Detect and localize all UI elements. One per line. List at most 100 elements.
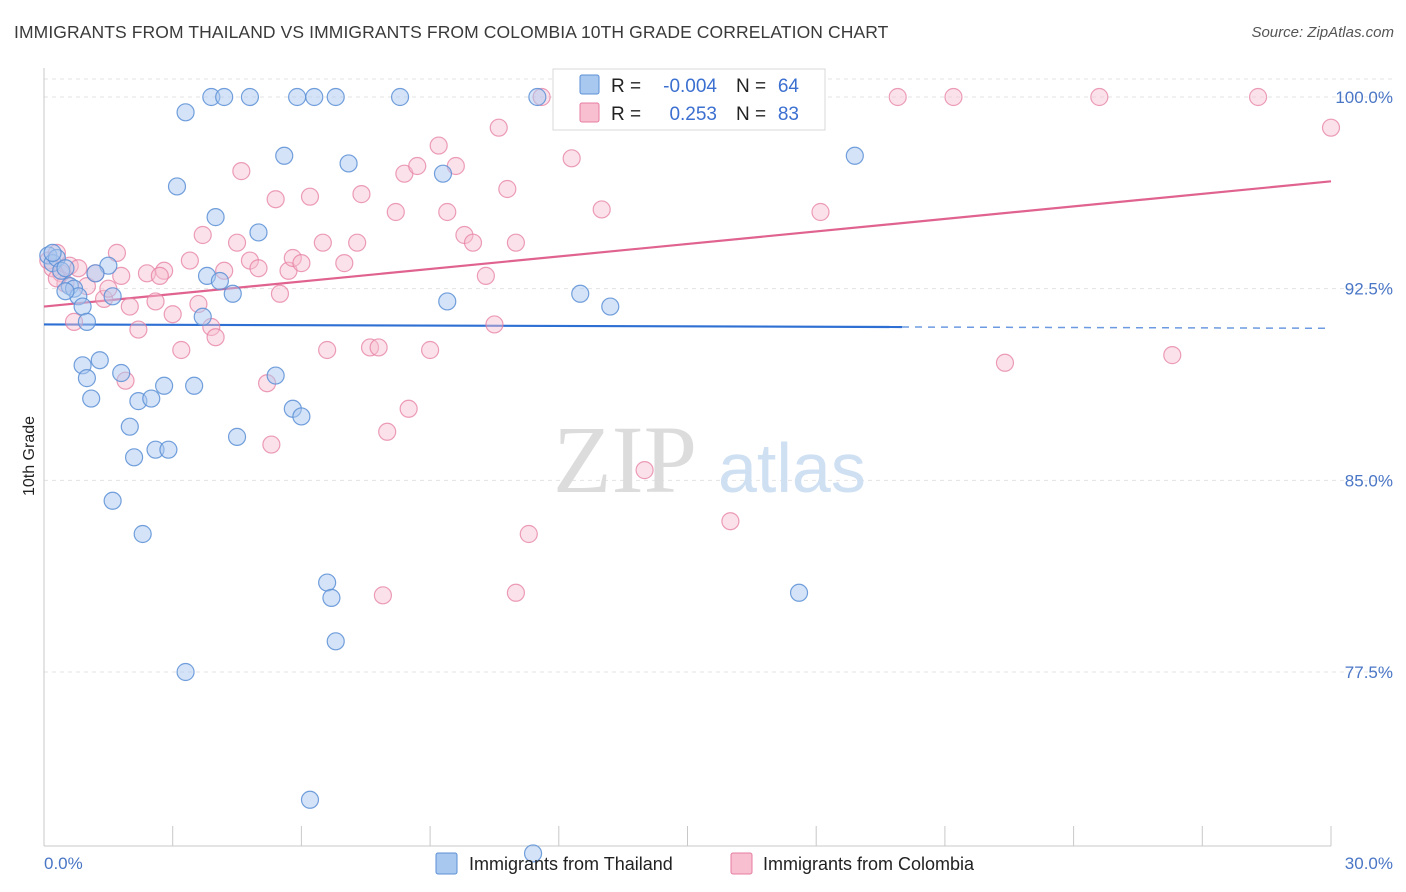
thailand-point-11 xyxy=(77,369,97,388)
legend-swatch-colombia xyxy=(579,102,600,123)
colombia-point-52 xyxy=(438,202,457,222)
thailand-point-9 xyxy=(77,312,97,331)
thailand-point-54 xyxy=(133,524,152,544)
colombia-point-75 xyxy=(1248,87,1268,107)
colombia-point-30 xyxy=(249,259,268,278)
n-value-colombia: 83 xyxy=(778,104,799,125)
thailand-point-46 xyxy=(390,87,410,107)
colombia-point-77 xyxy=(373,586,393,605)
thailand-point-22 xyxy=(159,440,178,459)
thailand-point-16 xyxy=(112,363,131,383)
colombia-point-58 xyxy=(489,118,508,137)
colombia-point-17 xyxy=(146,292,165,311)
y-tick-label-2: 92.5% xyxy=(1345,280,1393,299)
thailand-point-48 xyxy=(438,292,457,311)
colombia-point-32 xyxy=(266,190,285,209)
axes xyxy=(43,68,1332,847)
colombia-point-64 xyxy=(592,200,611,219)
thailand-point-61 xyxy=(43,243,62,262)
thailand-point-13 xyxy=(90,351,109,370)
thailand-point-23 xyxy=(167,177,187,196)
bottom-legend-colombia: Immigrants from Colombia xyxy=(763,854,975,874)
thailand-trend-extension xyxy=(901,326,1332,330)
thailand-point-40 xyxy=(305,87,324,107)
colombia-point-40 xyxy=(335,254,354,273)
colombia-point-61 xyxy=(519,524,538,544)
x-tick-label-1: 30.0% xyxy=(1345,854,1393,873)
colombia-point-28 xyxy=(232,162,251,181)
y-tick-label-0: 77.5% xyxy=(1345,663,1393,682)
thailand-trend-line xyxy=(43,323,903,329)
y-tick-label-1: 85.0% xyxy=(1345,471,1393,490)
colombia-trend-line xyxy=(43,180,1332,308)
thailand-point-21 xyxy=(155,376,174,395)
thailand-point-25 xyxy=(185,376,204,395)
thailand-point-51 xyxy=(601,297,620,316)
source-label: Source: ZipAtlas.com xyxy=(1251,24,1394,41)
thailand-point-30 xyxy=(215,87,234,107)
colombia-point-51 xyxy=(429,136,448,155)
bottom-legend: Immigrants from Thailand Immigrants from… xyxy=(435,852,975,875)
thailand-point-38 xyxy=(292,407,311,426)
colombia-point-44 xyxy=(369,338,388,357)
thailand-point-55 xyxy=(176,662,195,682)
watermark-atlas: atlas xyxy=(718,429,866,507)
colombia-point-50 xyxy=(421,340,440,360)
thailand-point-26 xyxy=(193,307,212,326)
colombia-point-36 xyxy=(292,254,311,273)
thailand-point-50 xyxy=(571,284,590,303)
colombia-point-48 xyxy=(399,399,418,418)
thailand-point-8 xyxy=(73,297,92,316)
thailand-point-58 xyxy=(124,448,144,467)
thailand-point-60 xyxy=(56,282,75,301)
colombia-point-21 xyxy=(180,251,199,270)
colombia-point-60 xyxy=(506,233,526,252)
colombia-point-20 xyxy=(172,340,191,360)
colombia-point-38 xyxy=(313,233,332,252)
bottom-legend-swatch-colombia xyxy=(730,852,753,875)
colombia-point-19 xyxy=(163,305,182,324)
colombia-point-35 xyxy=(283,248,302,268)
colombia-point-23 xyxy=(193,225,212,245)
thailand-point-53 xyxy=(845,146,864,165)
colombia-point-56 xyxy=(476,266,495,285)
colombia-point-78 xyxy=(506,583,526,602)
thailand-point-56 xyxy=(300,790,320,809)
thailand-point-32 xyxy=(227,427,247,446)
n-value-thailand: 64 xyxy=(778,76,800,97)
thailand-point-35 xyxy=(266,366,285,385)
thailand-point-57 xyxy=(523,844,543,863)
r-value-colombia: 0.253 xyxy=(669,104,717,125)
thailand-point-4 xyxy=(56,259,75,278)
thailand-point-49 xyxy=(528,87,547,107)
r-label-colombia: R = xyxy=(611,104,641,125)
colombia-point-45 xyxy=(378,422,397,441)
trend-lines xyxy=(43,180,1332,330)
thailand-point-33 xyxy=(240,87,260,107)
thailand-point-52 xyxy=(789,583,809,602)
colombia-point-39 xyxy=(318,340,337,360)
colombia-point-49 xyxy=(408,156,427,176)
colombia-point-55 xyxy=(463,233,483,252)
colombia-point-70 xyxy=(888,87,907,107)
colombia-point-71 xyxy=(944,87,963,107)
x-tick-label-0: 0.0% xyxy=(44,854,83,873)
colombia-point-42 xyxy=(352,185,371,204)
watermark: ZIP atlas xyxy=(553,406,866,513)
thailand-point-41 xyxy=(318,573,337,592)
thailand-point-39 xyxy=(288,87,307,107)
colombia-point-14 xyxy=(120,297,139,316)
colombia-point-57 xyxy=(485,315,504,334)
colombia-point-79 xyxy=(262,435,281,454)
thailand-point-59 xyxy=(103,491,122,510)
thailand-point-36 xyxy=(275,146,294,165)
colombia-point-13 xyxy=(112,266,131,285)
thailand-point-19 xyxy=(142,389,161,408)
colombia-point-69 xyxy=(811,202,830,222)
tick-labels: 77.5% 85.0% 92.5% 100.0% 0.0% 30.0% xyxy=(44,88,1393,873)
thailand-point-24 xyxy=(176,103,195,122)
colombia-point-59 xyxy=(498,179,517,199)
colombia-point-15 xyxy=(129,320,148,339)
colombia-point-33 xyxy=(270,284,290,303)
